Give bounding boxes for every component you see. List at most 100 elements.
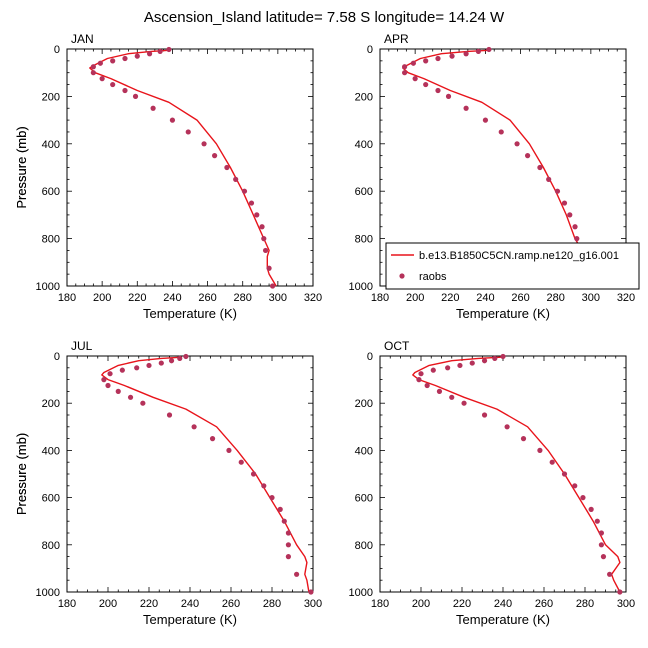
raobs-point xyxy=(226,447,232,453)
y-tick-label: 600 xyxy=(42,493,60,505)
raobs-point xyxy=(424,382,430,389)
model-profile-line xyxy=(101,356,310,593)
raobs-point xyxy=(261,236,267,242)
raobs-point xyxy=(435,87,441,94)
raobs-point xyxy=(238,459,244,465)
x-tick-label: 300 xyxy=(617,598,635,610)
raobs-point xyxy=(410,60,416,66)
raobs-point xyxy=(607,571,613,577)
x-tick-label: 320 xyxy=(617,292,635,304)
raobs-point xyxy=(423,58,429,64)
y-tick-label: 1000 xyxy=(349,587,373,599)
panel-label: OCT xyxy=(384,339,410,353)
raobs-point xyxy=(430,367,436,373)
raobs-point xyxy=(561,471,568,477)
raobs-point xyxy=(168,358,175,364)
raobs-point xyxy=(416,377,422,383)
y-tick-label: 200 xyxy=(42,91,60,103)
plot-frame xyxy=(66,48,314,287)
raobs-point xyxy=(212,153,218,159)
y-tick-label: 0 xyxy=(367,44,373,56)
raobs-point xyxy=(183,353,189,360)
raobs-point xyxy=(469,360,475,366)
raobs-point xyxy=(600,554,607,560)
raobs-point xyxy=(281,518,287,524)
raobs-point xyxy=(500,353,506,360)
panel-oct: 180 200 220 240 260 280 300 0 200 400 600 800 1000 Te… xyxy=(14,339,635,627)
x-tick-label: 240 xyxy=(163,292,181,304)
panel-jul: 180 200 220 240 260 280 300 0 200 400 600 800 1000 Te… xyxy=(14,339,322,627)
panel-label: JUL xyxy=(71,339,93,353)
x-tick-label: 280 xyxy=(263,598,281,610)
x-tick-label: 220 xyxy=(128,292,146,304)
raobs-point xyxy=(514,141,520,147)
raobs-point xyxy=(525,153,531,159)
raobs-point xyxy=(617,589,623,595)
raobs-point xyxy=(285,530,291,536)
raobs-point xyxy=(481,412,488,418)
x-tick-label: 220 xyxy=(140,598,158,610)
raobs-point xyxy=(169,117,176,123)
x-axis-label: Temperature (K) xyxy=(456,612,550,627)
raobs-point xyxy=(574,236,580,242)
raobs-point xyxy=(90,70,96,76)
raobs-point xyxy=(115,388,121,394)
raobs-point xyxy=(461,400,467,406)
raobs-point xyxy=(449,53,455,59)
raobs-point xyxy=(269,495,275,501)
y-tick-label: 0 xyxy=(367,351,373,363)
raobs-point xyxy=(107,371,113,377)
raobs-point xyxy=(134,53,140,59)
x-tick-label: 200 xyxy=(93,292,111,304)
raobs-point xyxy=(285,554,291,560)
raobs-point xyxy=(475,48,481,54)
x-tick-label: 180 xyxy=(371,598,389,610)
raobs-point xyxy=(209,436,216,442)
x-tick-label: 220 xyxy=(441,292,459,304)
raobs-point xyxy=(546,176,552,182)
raobs-point xyxy=(572,483,578,489)
y-tick-label: 0 xyxy=(54,44,60,56)
model-profile-line xyxy=(412,356,621,593)
raobs-point xyxy=(402,64,408,70)
raobs-point xyxy=(277,506,283,512)
raobs-point xyxy=(140,400,146,406)
raobs-point xyxy=(520,436,527,442)
y-tick-label: 800 xyxy=(42,540,60,552)
y-axis-label: Pressure (mb) xyxy=(14,126,29,208)
x-axis-label: Temperature (K) xyxy=(456,306,550,321)
raobs-point xyxy=(266,265,272,271)
x-tick-label: 300 xyxy=(582,292,600,304)
x-axis-label: Temperature (K) xyxy=(143,612,237,627)
raobs-point xyxy=(492,355,498,361)
raobs-point xyxy=(572,224,578,230)
raobs-point xyxy=(308,589,314,595)
y-tick-label: 0 xyxy=(54,351,60,363)
raobs-point xyxy=(241,188,248,194)
raobs-point xyxy=(261,483,267,489)
raobs-point xyxy=(157,48,163,54)
raobs-point xyxy=(233,176,239,182)
raobs-point xyxy=(127,394,134,400)
raobs-point xyxy=(598,542,605,548)
x-tick-label: 200 xyxy=(412,598,430,610)
raobs-point xyxy=(259,224,265,230)
raobs-point xyxy=(445,93,452,99)
y-tick-label: 200 xyxy=(355,91,373,103)
y-tick-label: 600 xyxy=(355,186,373,198)
figure-title: Ascension_Island latitude= 7.58 S longit… xyxy=(144,9,505,26)
x-tick-label: 240 xyxy=(476,292,494,304)
x-tick-label: 240 xyxy=(494,598,512,610)
raobs-point xyxy=(549,459,555,465)
legend-obs-label: raobs xyxy=(419,271,447,283)
legend-obs-marker xyxy=(399,273,405,279)
raobs-point xyxy=(537,447,543,453)
panel-jan: 180 200 220 240 260 280 300 320 0 200 400 600 800 100… xyxy=(14,32,322,321)
y-tick-label: 800 xyxy=(355,234,373,246)
y-tick-label: 600 xyxy=(42,186,60,198)
x-tick-label: 300 xyxy=(269,292,287,304)
x-tick-label: 240 xyxy=(181,598,199,610)
raobs-point xyxy=(122,87,128,94)
y-axis-label: Pressure (mb) xyxy=(14,433,29,515)
